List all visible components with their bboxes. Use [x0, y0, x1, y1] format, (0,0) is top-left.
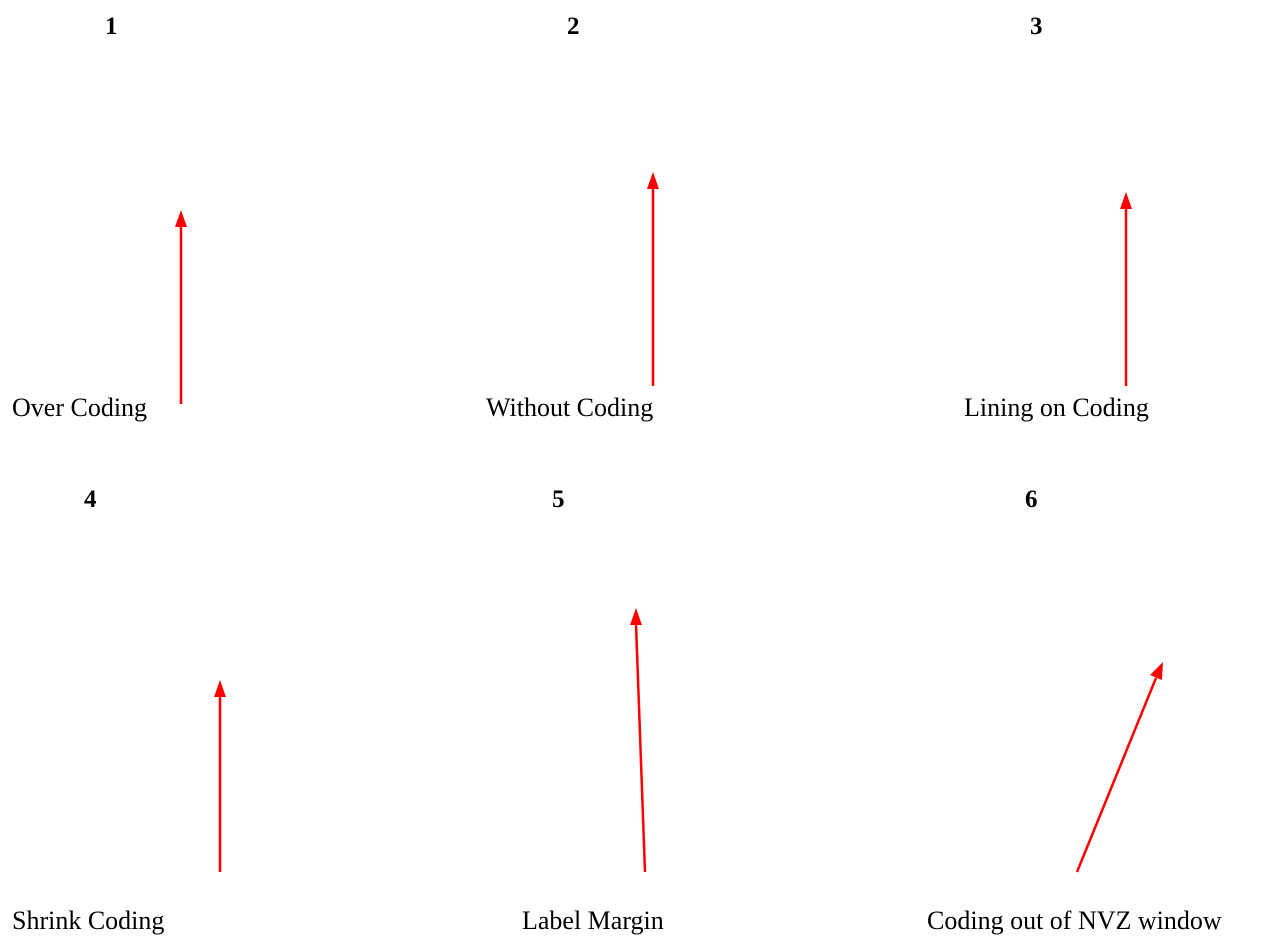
panel-1-number: 1 — [105, 13, 118, 40]
panel-5-number: 5 — [552, 486, 565, 513]
panel-5-caption: Label Margin — [522, 906, 664, 935]
panel-3-number: 3 — [1030, 13, 1043, 40]
panel-1-caption: Over Coding — [12, 393, 148, 422]
panel-2-arrow — [647, 172, 659, 386]
panel-6-arrow — [1075, 662, 1163, 873]
panel-3-caption: Lining on Coding — [964, 393, 1149, 422]
panel-5-arrow — [630, 608, 647, 873]
panel-6-number: 6 — [1025, 486, 1038, 513]
panel-2-caption: Without Coding — [486, 393, 654, 422]
panel-6-caption: Coding out of NVZ window — [927, 906, 1222, 935]
panel-4-caption: Shrink Coding — [12, 906, 165, 935]
panel-1-arrow — [175, 210, 187, 404]
panel-4-number: 4 — [84, 486, 97, 513]
panel-3-arrow — [1120, 192, 1132, 386]
panel-4-arrow — [214, 680, 226, 872]
panel-2-number: 2 — [567, 13, 580, 40]
